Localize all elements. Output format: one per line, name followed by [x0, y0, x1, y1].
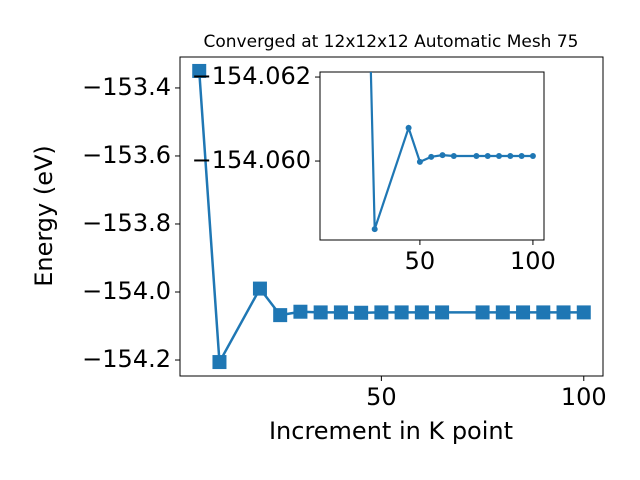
marker [556, 305, 571, 320]
marker [529, 153, 536, 159]
marker [333, 305, 348, 320]
marker [484, 153, 491, 159]
marker [313, 305, 328, 320]
x-tick-label: 50 [366, 383, 397, 411]
marker [439, 152, 446, 159]
marker [518, 153, 525, 159]
marker [394, 305, 409, 320]
marker [212, 355, 227, 370]
marker [536, 305, 551, 320]
y-tick-label: −153.4 [82, 73, 171, 101]
marker [450, 153, 457, 159]
marker [428, 153, 435, 160]
marker [273, 308, 288, 323]
marker [414, 305, 429, 320]
marker [495, 305, 510, 320]
chart-title: Converged at 12x12x12 Automatic Mesh 75 [204, 32, 579, 52]
y-axis-label: Energy (eV) [30, 145, 58, 287]
y-tick-label: −154.060 [192, 146, 311, 174]
marker [293, 304, 308, 319]
marker [374, 305, 389, 320]
marker [576, 305, 591, 320]
marker [354, 305, 369, 320]
y-tick-label: −154.2 [82, 345, 171, 373]
marker [252, 281, 267, 296]
plot-clip [192, 63, 591, 370]
x-tick-label: 100 [561, 383, 607, 411]
plot-clip [369, 72, 536, 233]
y-tick-label: −153.8 [82, 209, 171, 237]
x-tick-label: 50 [405, 247, 436, 275]
marker [435, 305, 450, 320]
y-tick-label: −154.0 [82, 277, 171, 305]
marker [416, 158, 423, 165]
marker [475, 305, 490, 320]
x-axis-label: Increment in K point [269, 417, 513, 445]
y-tick-label: −154.062 [192, 62, 311, 90]
y-tick-label: −153.6 [82, 141, 171, 169]
x-tick-label: 100 [510, 247, 556, 275]
marker [516, 305, 531, 320]
marker [473, 153, 480, 159]
marker [405, 124, 412, 131]
marker [192, 63, 207, 78]
marker [507, 153, 514, 159]
marker [496, 153, 503, 159]
marker [371, 226, 378, 233]
